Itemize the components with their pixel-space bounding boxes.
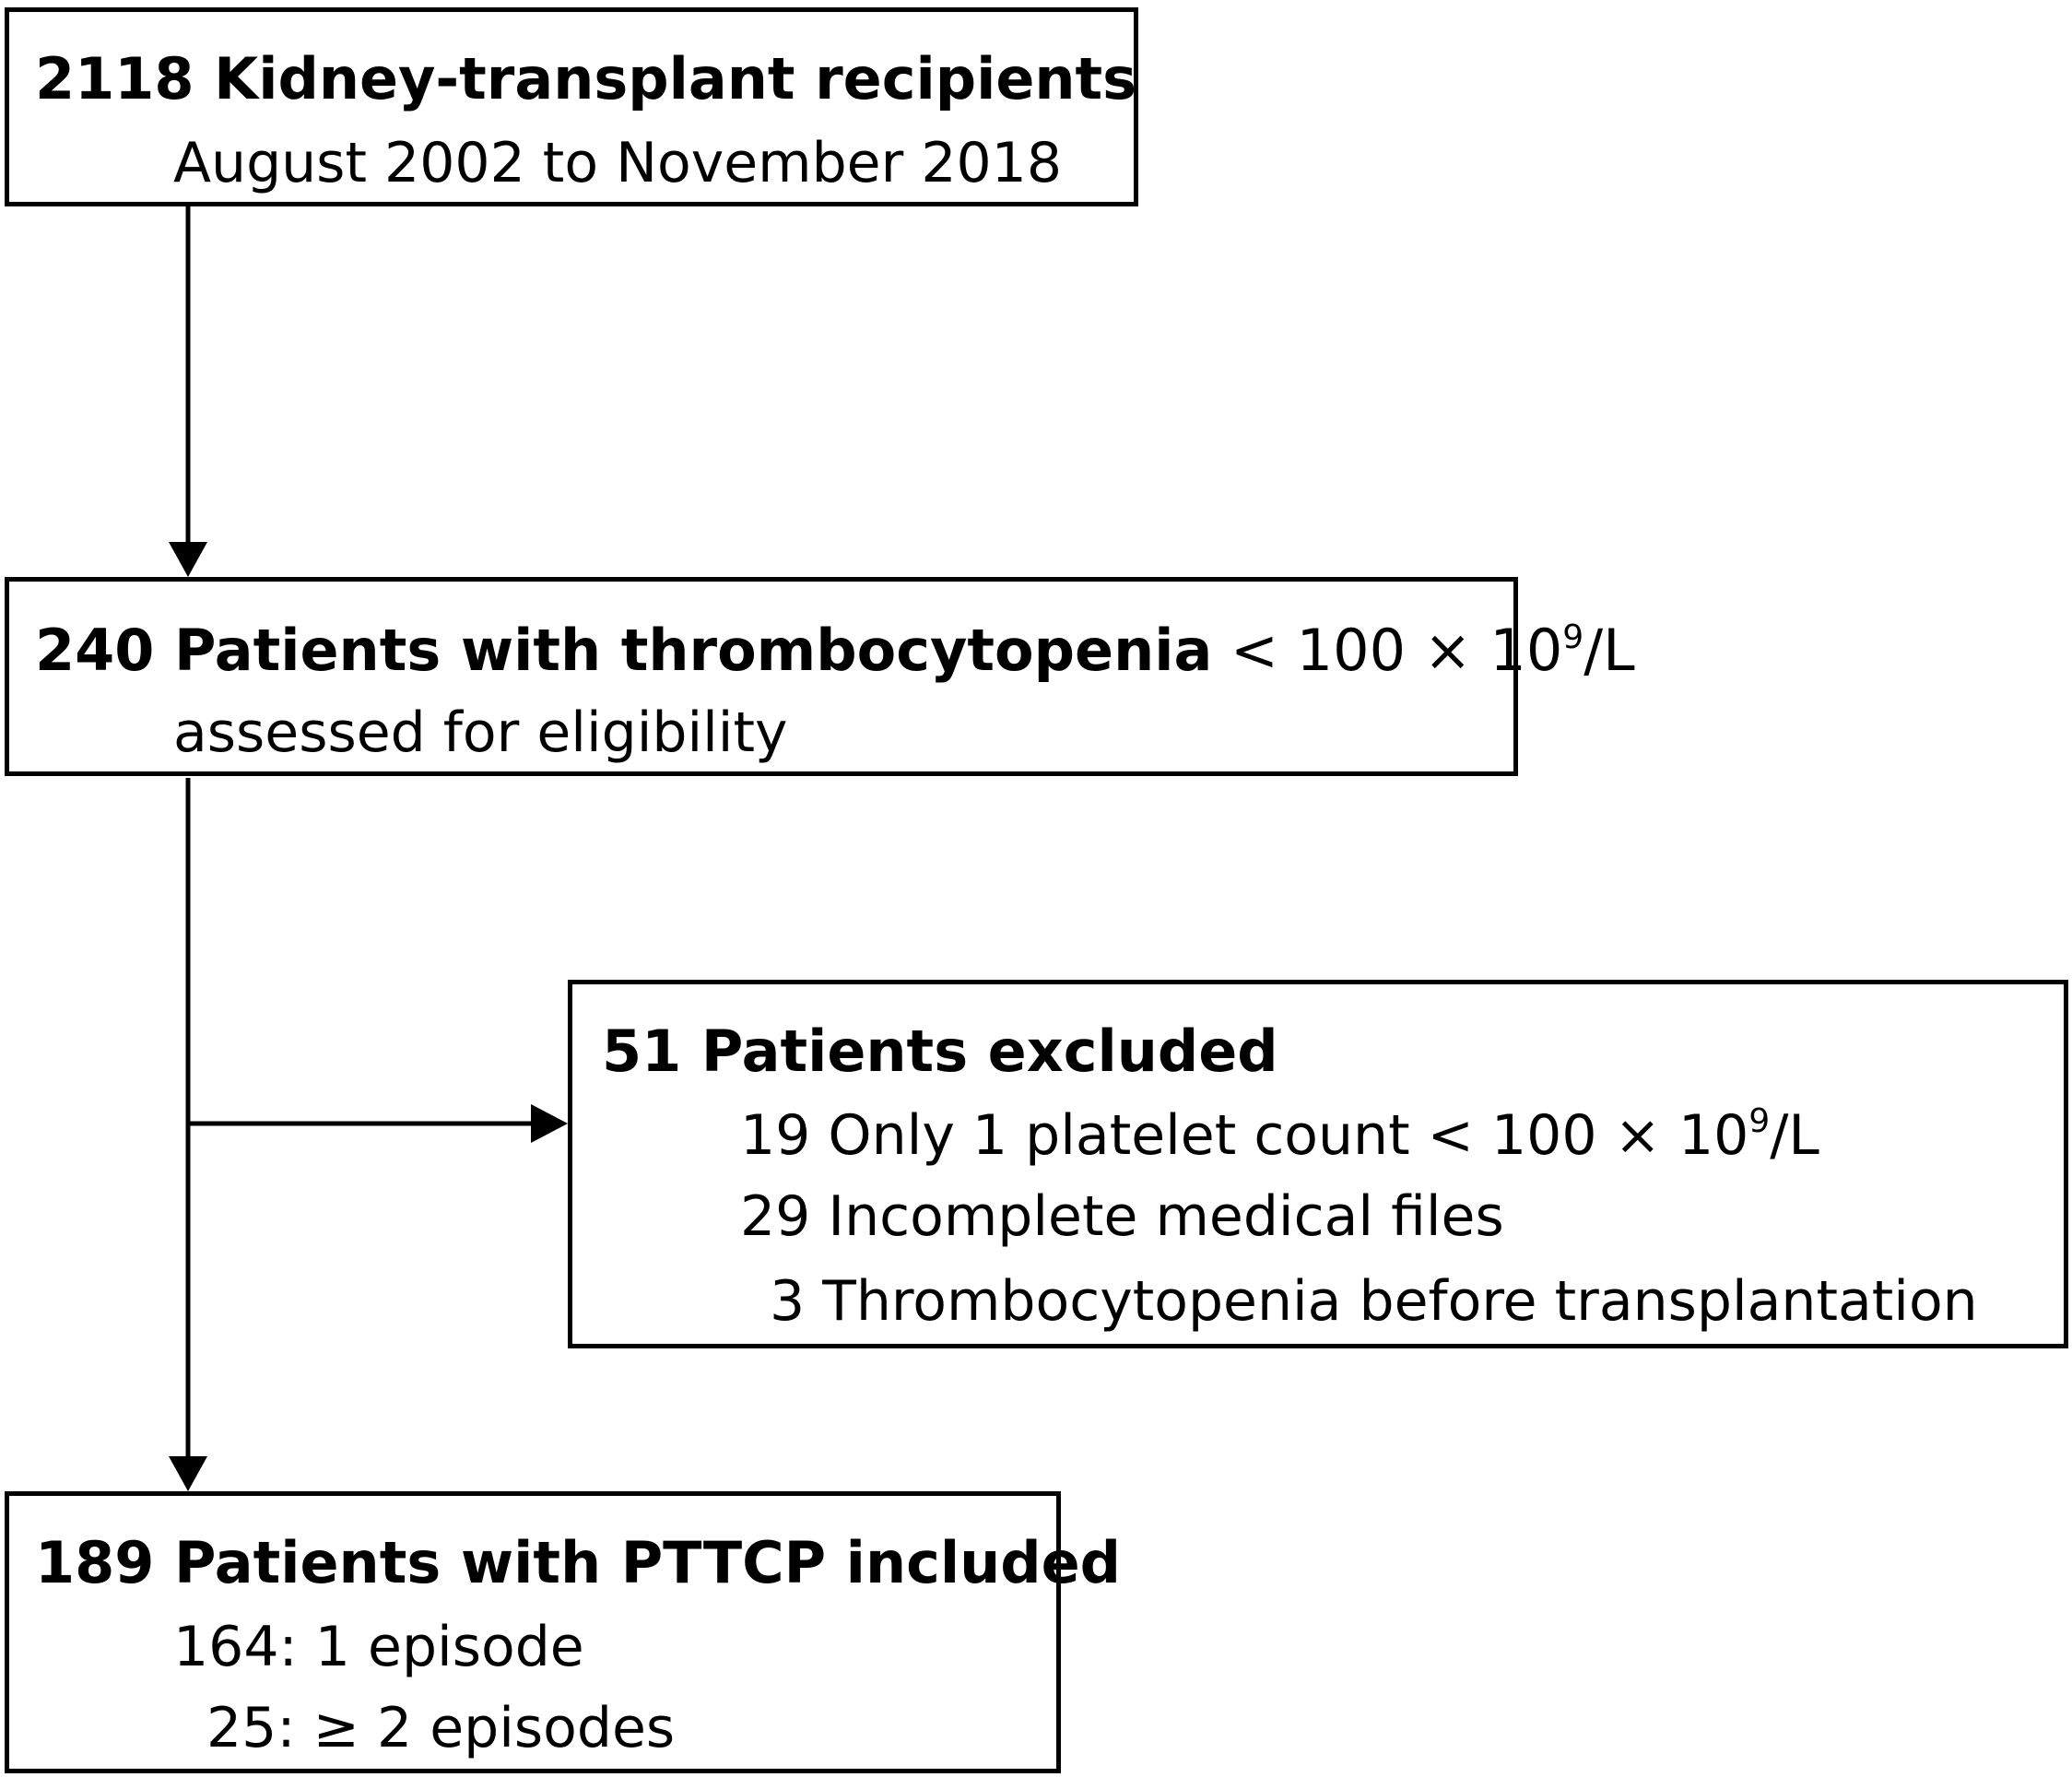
- included-group-one-episode: 164: 1 episode: [173, 1615, 584, 1679]
- included-title: 189 Patients with PTTCP included: [35, 1529, 1122, 1596]
- thrombocytopenia-title: 240 Patients with thrombocytopenia: [35, 617, 1213, 684]
- excluded-reason-platelet: 19 Only 1 platelet count < 100 × 109/L: [740, 1105, 1819, 1164]
- recipients-period: August 2002 to November 2018: [173, 131, 1063, 195]
- excluded-reason-platelet-prefix: 19 Only 1 platelet count < 100 × 10: [740, 1103, 1749, 1168]
- box-recipients: 2118 Kidney-transplant recipients August…: [5, 7, 1138, 206]
- arrowhead-to-thrombocytopenia: [169, 542, 207, 577]
- box-excluded: 51 Patients excluded 19 Only 1 platelet …: [568, 980, 2068, 1348]
- box-included: 189 Patients with PTTCP included 164: 1 …: [5, 1491, 1121, 1773]
- excluded-reason-platelet-unit: /L: [1770, 1103, 1819, 1168]
- thrombocytopenia-subtitle: assessed for eligibility: [173, 700, 788, 765]
- thrombocytopenia-threshold-unit: /L: [1583, 617, 1635, 684]
- recipients-title: 2118 Kidney-transplant recipients: [35, 45, 1137, 112]
- excluded-reason-files: 29 Incomplete medical files: [740, 1184, 1504, 1249]
- included-group-multiple-episodes: 25: ≥ 2 episodes: [206, 1696, 676, 1760]
- box-thrombocytopenia: 240 Patients with thrombocytopenia < 100…: [5, 577, 1635, 776]
- thrombocytopenia-title-line: 240 Patients with thrombocytopenia < 100…: [35, 621, 1635, 679]
- excluded-reason-pretransplant: 3 Thrombocytopenia before transplantatio…: [770, 1269, 1978, 1334]
- arrowhead-to-included: [169, 1456, 207, 1491]
- excluded-title: 51 Patients excluded: [602, 1018, 1278, 1085]
- arrowhead-to-excluded: [531, 1104, 568, 1143]
- thrombocytopenia-threshold-prefix: < 100 × 10: [1230, 617, 1563, 684]
- excluded-reason-platelet-exponent: 9: [1748, 1102, 1771, 1140]
- thrombocytopenia-threshold-exponent: 9: [1562, 618, 1584, 656]
